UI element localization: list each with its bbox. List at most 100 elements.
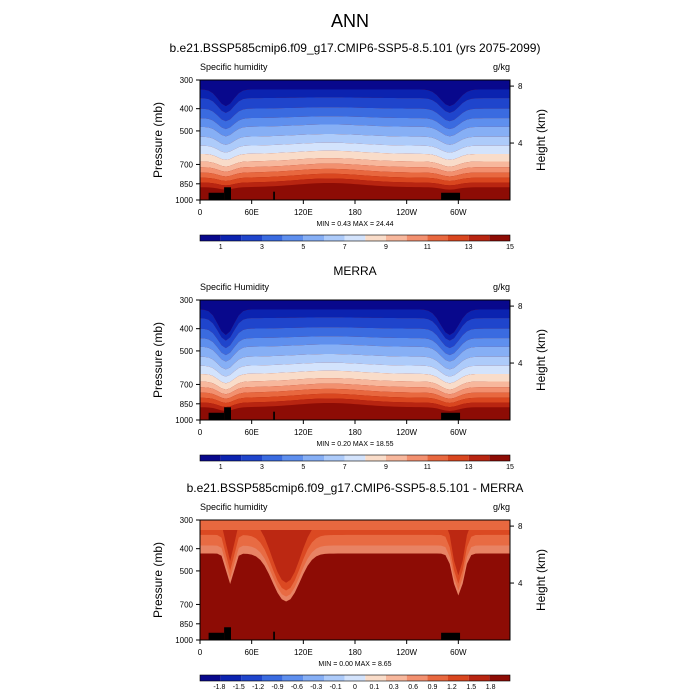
y-tick-label: 850 bbox=[180, 620, 194, 629]
y-tick-label: 400 bbox=[180, 325, 194, 334]
y-tick-label: 1000 bbox=[175, 416, 193, 425]
field-band bbox=[200, 300, 510, 335]
y2-axis-label: Height (km) bbox=[534, 109, 548, 171]
colorbar-label: 5 bbox=[301, 464, 305, 471]
colorbar-segment bbox=[200, 675, 221, 681]
chart-panel-3: b.e21.BSSP585cmip6.f09_g17.CMIP6-SSP5-8.… bbox=[151, 481, 548, 691]
y-tick-label: 700 bbox=[180, 160, 194, 169]
x-tick-label: 120W bbox=[396, 648, 417, 657]
y-axis-label: Pressure (mb) bbox=[151, 102, 165, 178]
x-tick-label: 180 bbox=[348, 428, 362, 437]
colorbar-segment bbox=[220, 235, 242, 241]
field-band bbox=[200, 89, 510, 113]
colorbar-label: 13 bbox=[465, 464, 473, 471]
colorbar-segment bbox=[406, 675, 428, 681]
panel-right-label: g/kg bbox=[493, 62, 510, 72]
colorbar-segment bbox=[489, 455, 510, 461]
x-tick-label: 180 bbox=[348, 648, 362, 657]
x-tick-label: 60E bbox=[245, 648, 259, 657]
colorbar-segment bbox=[344, 455, 366, 461]
colorbar-segment bbox=[241, 675, 262, 681]
colorbar-label: 3 bbox=[260, 244, 264, 251]
stats-text: MIN = 0.00 MAX = 8.65 bbox=[318, 661, 391, 668]
colorbar-label: 1.5 bbox=[466, 684, 476, 691]
colorbar-segment bbox=[262, 455, 283, 461]
y-tick-label: 500 bbox=[180, 347, 194, 356]
y-tick-label: 500 bbox=[180, 127, 194, 136]
field-band bbox=[200, 336, 510, 362]
y-tick-label: 850 bbox=[180, 180, 194, 189]
colorbar-segment bbox=[386, 235, 407, 241]
y2-axis-label: Height (km) bbox=[534, 549, 548, 611]
field-band bbox=[200, 317, 510, 349]
field-band bbox=[200, 327, 510, 356]
colorbar-label: -0.1 bbox=[330, 684, 342, 691]
colorbar-segment bbox=[303, 675, 324, 681]
field-layer bbox=[200, 300, 510, 420]
stats-text: MIN = 0.43 MAX = 24.44 bbox=[316, 221, 393, 228]
field-band bbox=[200, 133, 510, 153]
colorbar-label: -0.3 bbox=[310, 684, 322, 691]
colorbar-label: 9 bbox=[384, 464, 388, 471]
field-band bbox=[200, 150, 510, 167]
colorbar-segment bbox=[303, 235, 324, 241]
colorbar-label: -0.6 bbox=[291, 684, 303, 691]
panel-title: MERRA bbox=[333, 264, 376, 278]
x-tick-label: 60W bbox=[450, 208, 467, 217]
field-band bbox=[200, 362, 510, 384]
y-tick-label: 400 bbox=[180, 105, 194, 114]
field-band bbox=[200, 388, 510, 403]
colorbar-label: -0.9 bbox=[271, 684, 283, 691]
colorbar-label: -1.5 bbox=[233, 684, 245, 691]
topography bbox=[441, 412, 461, 420]
colorbar-segment bbox=[344, 675, 366, 681]
y-tick-label: 400 bbox=[180, 545, 194, 554]
field-band bbox=[200, 398, 510, 411]
colorbar-segment bbox=[468, 235, 490, 241]
topography bbox=[224, 187, 231, 200]
y-tick-label: 500 bbox=[180, 567, 194, 576]
colorbar-segment bbox=[489, 675, 510, 681]
colorbar-segment bbox=[200, 455, 221, 461]
colorbar-label: 11 bbox=[424, 464, 431, 471]
colorbar-segment bbox=[448, 455, 469, 461]
figure-title: ANN bbox=[331, 11, 369, 31]
topography bbox=[208, 192, 225, 200]
field-layer bbox=[200, 80, 510, 200]
x-tick-label: 0 bbox=[198, 428, 203, 437]
x-tick-label: 60E bbox=[245, 428, 259, 437]
y2-tick-label: 4 bbox=[518, 579, 523, 588]
topography bbox=[208, 412, 225, 420]
y-tick-label: 300 bbox=[180, 516, 194, 525]
topography bbox=[273, 631, 275, 640]
colorbar-segment bbox=[365, 235, 386, 241]
field-band bbox=[200, 158, 510, 172]
field-band bbox=[200, 163, 510, 177]
x-tick-label: 180 bbox=[348, 208, 362, 217]
y-tick-label: 700 bbox=[180, 380, 194, 389]
panel-right-label: g/kg bbox=[493, 282, 510, 292]
x-tick-label: 120E bbox=[294, 208, 313, 217]
field-band bbox=[200, 520, 510, 583]
y2-tick-label: 8 bbox=[518, 522, 523, 531]
colorbar-label: -1.8 bbox=[213, 684, 225, 691]
colorbar-segment bbox=[262, 675, 283, 681]
y-tick-label: 1000 bbox=[175, 196, 193, 205]
colorbar-label: 13 bbox=[465, 244, 473, 251]
y2-tick-label: 4 bbox=[518, 139, 523, 148]
colorbar-segment bbox=[282, 675, 304, 681]
topography bbox=[273, 191, 275, 200]
y-axis-label: Pressure (mb) bbox=[151, 322, 165, 398]
colorbar-segment bbox=[427, 675, 448, 681]
colorbar-segment bbox=[386, 455, 407, 461]
colorbar-segment bbox=[324, 455, 345, 461]
colorbar-segment bbox=[427, 455, 448, 461]
y2-tick-label: 4 bbox=[518, 359, 523, 368]
colorbar-segment bbox=[406, 455, 428, 461]
field-band bbox=[200, 378, 510, 395]
x-tick-label: 120W bbox=[396, 428, 417, 437]
colorbar-segment bbox=[365, 675, 386, 681]
colorbar-segment bbox=[241, 235, 262, 241]
